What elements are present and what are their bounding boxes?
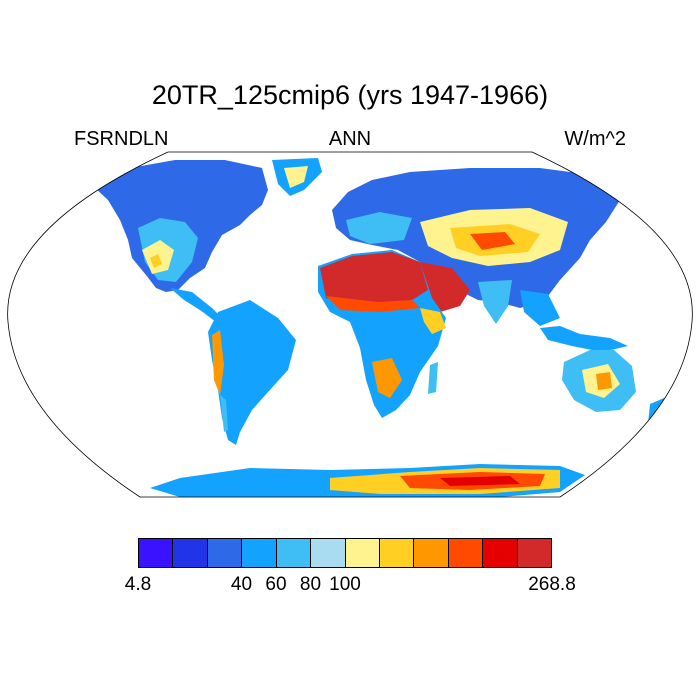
colorbar-tick-label: 4.8 [124, 574, 152, 595]
colorbar-tick-label: 100 [329, 574, 361, 595]
antarctica-peak [440, 476, 520, 486]
colorbar-segment [483, 539, 518, 567]
na-hot-spot [150, 254, 162, 268]
colorbar-tick-label: 60 [265, 574, 287, 595]
colorbar-segment [517, 539, 552, 567]
sa-andes-south [220, 395, 228, 432]
sahara [320, 252, 428, 304]
colorbar-segment [207, 539, 243, 567]
colorbar-segment [139, 539, 174, 567]
colorbar-segment [379, 539, 415, 567]
colorbar-segment [414, 539, 449, 567]
colorbar-tick-label: 268.8 [528, 574, 576, 595]
se-asia [520, 290, 560, 326]
new-zealand [648, 398, 668, 424]
horn-of-africa [420, 308, 446, 334]
continent-central-america [170, 288, 222, 322]
plot-title: 20TR_125cmip6 (yrs 1947-1966) [151, 80, 549, 110]
europe-mid [346, 212, 412, 244]
kalahari [372, 358, 402, 398]
sa-andes [212, 330, 224, 395]
colorbar-segment [276, 539, 312, 567]
asia-hot [470, 232, 515, 250]
greenland-center [284, 166, 308, 188]
colorbar-segment [173, 539, 208, 567]
australia-hot [596, 372, 612, 390]
colorbar-tick-label: 80 [299, 574, 322, 595]
colorbar-segment [345, 539, 380, 567]
indonesia [540, 326, 628, 352]
colorbar-tick-label: 40 [230, 574, 253, 595]
season-label: ANN [328, 128, 372, 150]
colorbar-segment [311, 539, 346, 567]
india [478, 280, 512, 324]
sahel [326, 296, 420, 312]
map-outline [7, 151, 693, 498]
colorbar [138, 538, 552, 568]
colorbar-segment [242, 539, 277, 567]
madagascar [428, 362, 438, 394]
variable-label: FSRNDLN [74, 128, 169, 150]
colorbar-segment [448, 539, 484, 567]
continent-south-america [208, 300, 296, 445]
units-label: W/m^2 [564, 128, 626, 150]
